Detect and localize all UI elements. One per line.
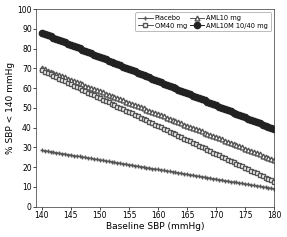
Legend: Placebo, OM40 mg, AML10 mg, AML10M 10/40 mg: Placebo, OM40 mg, AML10 mg, AML10M 10/40… [135, 12, 271, 31]
Y-axis label: % SBP < 140 mmHg: % SBP < 140 mmHg [5, 62, 15, 154]
X-axis label: Baseline SBP (mmHg): Baseline SBP (mmHg) [106, 223, 204, 232]
